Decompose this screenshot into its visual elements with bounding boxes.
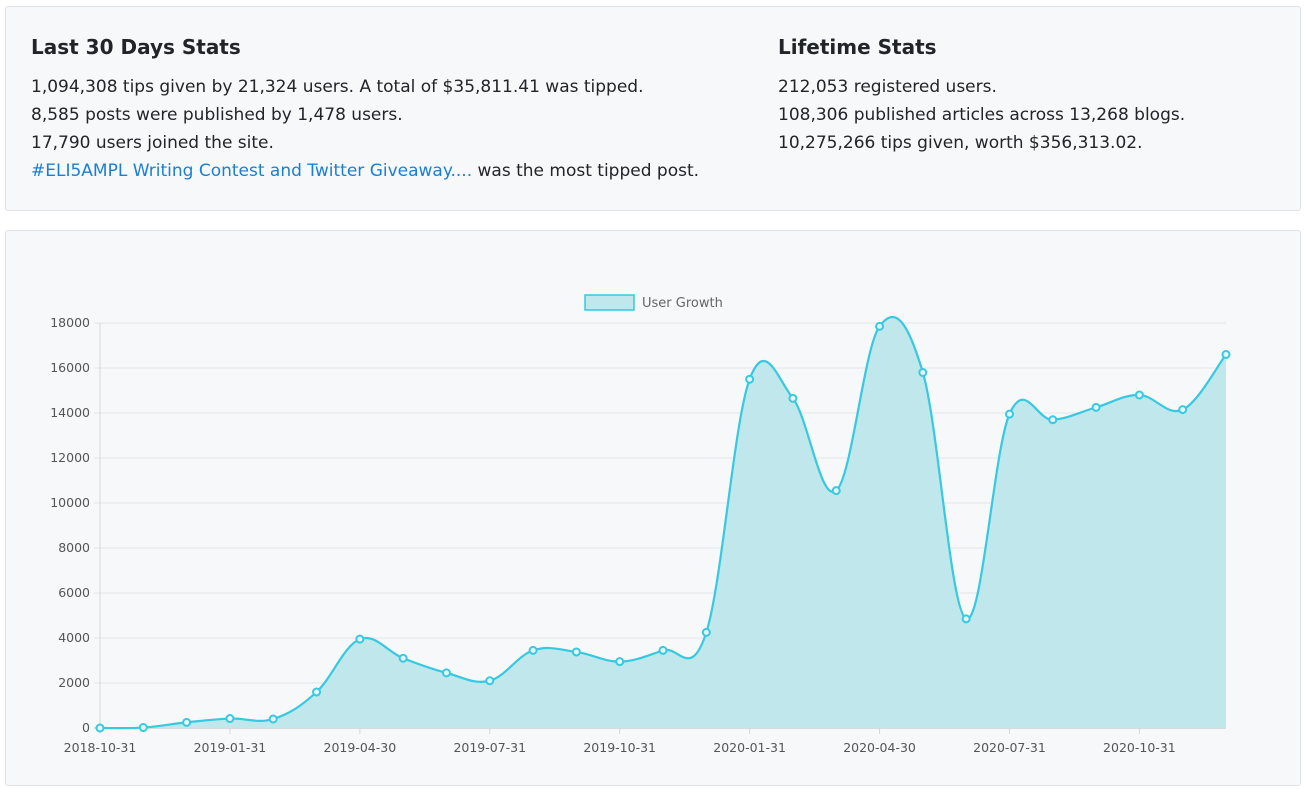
y-tick-label: 4000 [58,630,90,645]
stats-card: Last 30 Days Stats 1,094,308 tips given … [5,6,1301,211]
legend-label: User Growth [642,296,723,311]
data-point[interactable] [268,714,278,724]
data-point[interactable] [398,653,408,663]
y-tick-label: 10000 [50,495,90,510]
y-tick-label: 6000 [58,585,90,600]
data-point[interactable] [1048,415,1058,425]
y-tick-label: 8000 [58,540,90,555]
y-tick-label: 12000 [50,450,90,465]
data-point[interactable] [182,717,192,727]
x-tick-label: 2020-10-31 [1103,740,1176,755]
y-tick-label: 14000 [50,405,90,420]
most-tipped-post-link[interactable]: #ELI5AMPL Writing Contest and Twitter Gi… [31,161,473,181]
most-tipped-post-line: #ELI5AMPL Writing Contest and Twitter Gi… [31,157,699,185]
last-30-days-title: Last 30 Days Stats [31,35,241,59]
user-growth-chart: 0 2000 4000 6000 8000 10000 12000 14000 16000 180… [50,294,1231,755]
x-tick-label: 2019-07-31 [453,740,526,755]
x-tick-label: 2020-07-31 [973,740,1046,755]
data-point[interactable] [875,321,885,331]
data-point[interactable] [528,645,538,655]
data-point[interactable] [1178,405,1188,415]
data-point[interactable] [225,714,235,724]
x-axis-ticks: 2018-10-31 2019-01-31 2019-04-30 2019-07-31… [64,728,1176,755]
data-point[interactable] [918,368,928,377]
x-tick-label: 2018-10-31 [64,740,137,755]
legend-swatch [584,294,635,311]
lifetime-users-line: 212,053 registered users. [778,77,997,97]
x-tick-label: 2019-04-30 [324,740,397,755]
x-tick-label: 2020-01-31 [713,740,786,755]
last-30-days-stats: Last 30 Days Stats 1,094,308 tips given … [31,33,699,185]
data-point[interactable] [1004,409,1014,419]
data-point[interactable] [355,634,365,644]
data-point[interactable] [485,676,495,686]
data-point[interactable] [571,647,581,657]
x-tick-label: 2019-10-31 [583,740,656,755]
y-tick-label: 18000 [50,315,90,330]
chart-legend[interactable]: User Growth [584,294,723,311]
lifetime-stats: Lifetime Stats 212,053 registered users.… [778,33,1185,157]
y-tick-label: 0 [82,720,90,735]
most-tipped-post-suffix: was the most tipped post. [472,161,700,181]
data-point[interactable] [1134,390,1144,400]
data-point[interactable] [95,723,105,733]
data-point[interactable] [615,657,625,667]
grid-lines [94,322,1226,734]
data-point[interactable] [138,723,148,733]
chart-card: 0 2000 4000 6000 8000 10000 12000 14000 16000 180… [5,230,1301,786]
x-tick-label: 2019-01-31 [194,740,267,755]
last-30-posts-line: 8,585 posts were published by 1,478 user… [31,105,403,125]
user-growth-area [100,317,1226,729]
data-point[interactable] [658,645,668,655]
data-point[interactable] [961,614,971,624]
data-point[interactable] [312,687,322,697]
data-point[interactable] [701,627,711,637]
lifetime-articles-line: 108,306 published articles across 13,268… [778,105,1186,125]
lifetime-tips-line: 10,275,266 tips given, worth $356,313.02… [778,133,1143,153]
data-point[interactable] [441,668,451,678]
data-point[interactable] [745,374,755,384]
data-point[interactable] [831,486,841,496]
data-point[interactable] [788,393,798,403]
x-tick-label: 2020-04-30 [843,740,916,755]
lifetime-title: Lifetime Stats [778,35,937,59]
last-30-users-line: 17,790 users joined the site. [31,133,274,153]
y-tick-label: 16000 [50,360,90,375]
y-axis-ticks: 0 2000 4000 6000 8000 10000 12000 14000 16000 180… [50,315,90,735]
data-point[interactable] [1091,402,1101,412]
last-30-tips-line: 1,094,308 tips given by 21,324 users. A … [31,77,644,97]
y-tick-label: 2000 [58,675,90,690]
data-points [95,321,1231,733]
data-point[interactable] [1221,350,1231,359]
